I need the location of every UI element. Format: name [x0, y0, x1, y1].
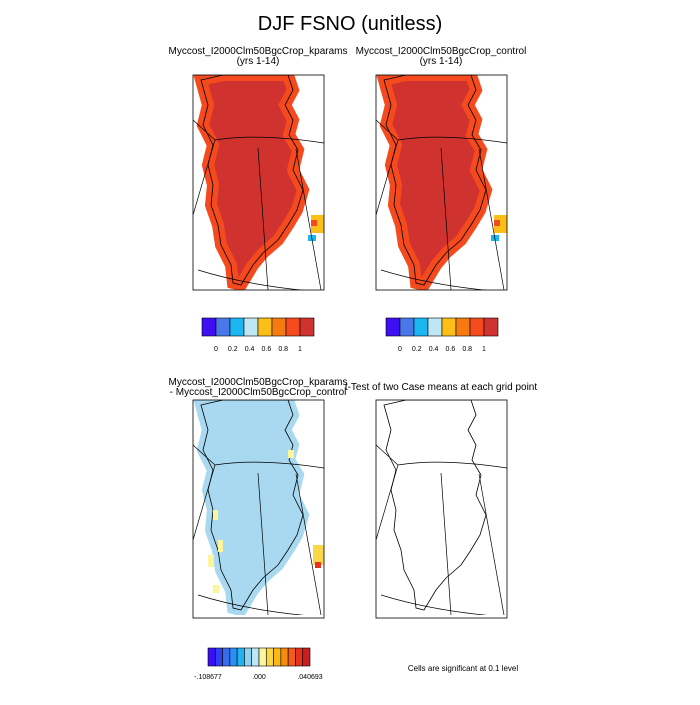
colorbar-label: 1	[482, 346, 486, 353]
colorbar-box	[385, 317, 401, 337]
colorbar-box	[257, 317, 273, 337]
colorbar-box	[229, 317, 245, 337]
colorbar-box	[273, 647, 282, 667]
panel-title: (yrs 1-14)	[237, 56, 280, 67]
panel-frame	[375, 74, 508, 291]
colorbar-box	[413, 317, 429, 337]
significance-note: Cells are significant at 0.1 level	[408, 664, 519, 673]
colorbar-box	[483, 317, 499, 337]
colorbar-label: 0	[398, 346, 402, 353]
colorbar-box	[229, 647, 238, 667]
map-panel	[376, 75, 507, 290]
map-panel	[193, 75, 324, 290]
colorbar-label: 0.2	[228, 346, 238, 353]
colorbar-box	[207, 647, 216, 667]
colorbar-box	[243, 317, 259, 337]
colorbar-box	[280, 647, 289, 667]
colorbar-box	[455, 317, 471, 337]
colorbar-label: 0.2	[412, 346, 422, 353]
colorbar-label: 0.8	[462, 346, 472, 353]
figure-title: DJF FSNO (unitless)	[258, 13, 442, 35]
colorbar-box	[271, 317, 287, 337]
colorbar-box	[399, 317, 415, 337]
colorbar-box	[201, 317, 217, 337]
colorbar-label: .040693	[297, 674, 322, 681]
colorbar-label: 0.4	[245, 346, 255, 353]
colorbar-box	[295, 647, 304, 667]
colorbar-label: 1	[298, 346, 302, 353]
map-panel	[376, 400, 507, 615]
colorbar-box	[302, 647, 311, 667]
colorbar-box	[285, 317, 301, 337]
panel-title: t-Test of two Case means at each grid po…	[345, 382, 538, 393]
colorbar-box	[251, 647, 260, 667]
colorbar-label: 0.6	[446, 346, 456, 353]
colorbar-box	[215, 317, 231, 337]
colorbar-box	[287, 647, 296, 667]
colorbar-label: 0.8	[278, 346, 288, 353]
map-panel	[193, 400, 324, 615]
panel-frame	[192, 399, 325, 619]
colorbar-box	[299, 317, 315, 337]
colorbar-label: -.108677	[194, 674, 222, 681]
colorbar-label: 0.6	[262, 346, 272, 353]
colorbar-label: 0.4	[429, 346, 439, 353]
panel-frame	[375, 399, 508, 619]
colorbar-box	[469, 317, 485, 337]
colorbar-box	[236, 647, 245, 667]
panel-title: Myccost_I2000Clm50BgcCrop_kparams	[169, 46, 348, 57]
panel-title: Myccost_I2000Clm50BgcCrop_kparams	[169, 377, 348, 388]
colorbar-label: 0	[214, 346, 218, 353]
colorbar-box	[265, 647, 274, 667]
panel-title: Myccost_I2000Clm50BgcCrop_control	[356, 46, 527, 57]
colorbar-box	[244, 647, 253, 667]
colorbar-box	[441, 317, 457, 337]
colorbar-box	[222, 647, 231, 667]
colorbar-box	[214, 647, 223, 667]
colorbar-label: .000	[252, 674, 266, 681]
colorbar-box	[258, 647, 267, 667]
colorbar-box	[427, 317, 443, 337]
panel-title: - Myccost_I2000Clm50BgcCrop_control	[170, 387, 347, 398]
panel-title: (yrs 1-14)	[420, 56, 463, 67]
panel-frame	[192, 74, 325, 291]
